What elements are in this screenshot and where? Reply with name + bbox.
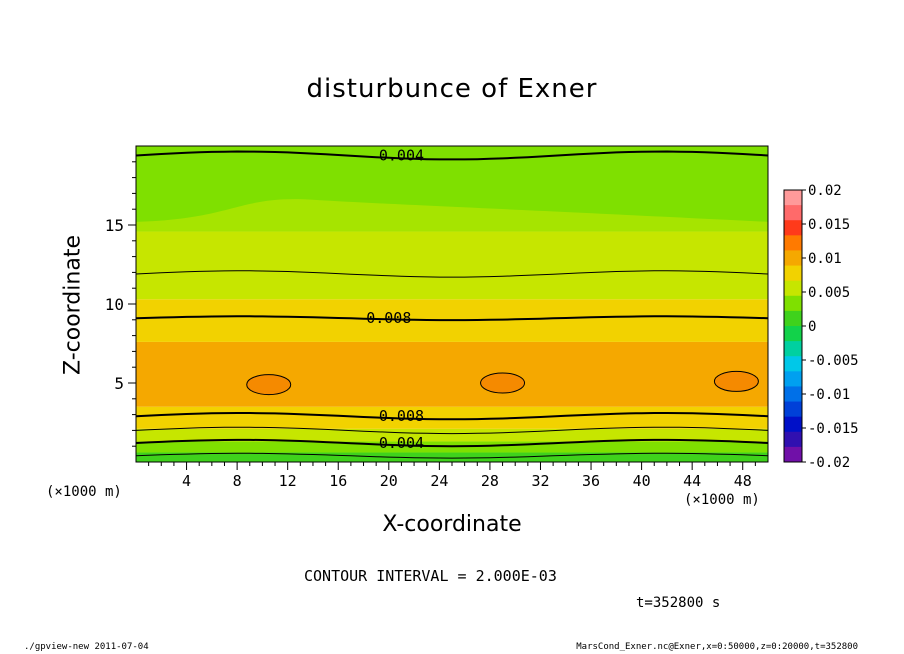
colorbar-tick-label: -0.02 xyxy=(808,455,850,471)
colorbar-tick-label: -0.01 xyxy=(808,387,850,403)
contour-line xyxy=(135,270,769,278)
colorbar-swatch xyxy=(784,401,802,418)
x-tick-label: 36 xyxy=(582,472,600,490)
x-tick-label: 44 xyxy=(683,472,701,490)
footer-right: MarsCond_Exner.nc@Exner,x=0:50000,z=0:20… xyxy=(576,642,858,652)
contour-label: 0.008 xyxy=(366,309,411,327)
contour-cell xyxy=(480,372,526,394)
contour-line xyxy=(135,426,769,435)
colorbar-tick-label: 0.015 xyxy=(808,217,850,233)
x-tick-label: 12 xyxy=(279,472,297,490)
colorbar-swatch xyxy=(784,416,802,433)
contour-band xyxy=(136,406,768,429)
colorbar-swatch xyxy=(784,310,802,327)
contour-line xyxy=(135,452,769,459)
colorbar-swatch xyxy=(784,446,802,463)
x-axis-label: X-coordinate xyxy=(382,512,522,537)
contour-band xyxy=(136,199,768,232)
contour-band xyxy=(136,452,768,462)
colorbar-swatch xyxy=(784,371,802,387)
y-tick-label: 15 xyxy=(105,216,124,235)
colorbar-swatch xyxy=(784,265,802,282)
contour-line xyxy=(135,315,769,322)
colorbar-swatch xyxy=(784,326,802,342)
contour-label: 0.004 xyxy=(379,434,424,452)
contour-band xyxy=(136,428,768,442)
contour-band xyxy=(136,231,768,300)
contour-label: 0.008 xyxy=(379,407,424,425)
contour-line xyxy=(135,438,769,448)
colorbar-swatch xyxy=(784,220,802,236)
colorbar-swatch xyxy=(784,431,802,448)
colorbar-swatch xyxy=(784,190,802,206)
colorbar-tick-label: 0 xyxy=(808,319,816,335)
footer-left: ./gpview-new 2011-07-04 xyxy=(24,642,149,652)
colorbar-swatch xyxy=(784,341,802,357)
contour-interval-note: CONTOUR INTERVAL = 2.000E-03 xyxy=(304,567,557,585)
x-tick-label: 20 xyxy=(380,472,398,490)
x-tick-label: 48 xyxy=(734,472,752,490)
contour-band xyxy=(136,341,768,407)
x-tick-label: 40 xyxy=(633,472,651,490)
colorbar-swatch xyxy=(784,235,802,251)
colorbar-swatch xyxy=(784,295,802,312)
colorbar-swatch xyxy=(784,356,802,372)
colorbar-tick-label: 0.02 xyxy=(808,183,842,199)
time-note: t=352800 s xyxy=(636,595,721,611)
x-tick-label: 4 xyxy=(182,472,191,490)
colorbar-swatch xyxy=(784,280,802,297)
x-tick-label: 28 xyxy=(481,472,499,490)
colorbar-tick-label: 0.01 xyxy=(808,251,842,267)
x-tick-label: 32 xyxy=(531,472,549,490)
contour-cell xyxy=(713,370,759,392)
x-tick-label: 8 xyxy=(233,472,242,490)
y-tick-label: 10 xyxy=(105,295,124,314)
y-unit-label: (×1000 m) xyxy=(46,484,122,500)
colorbar-tick-label: 0.005 xyxy=(808,285,850,301)
contour-line xyxy=(135,412,769,421)
x-tick-label: 16 xyxy=(329,472,347,490)
colorbar-swatch xyxy=(784,386,802,403)
colorbar-tick-label: -0.005 xyxy=(808,353,859,369)
contour-cell xyxy=(246,374,292,396)
colorbar-swatch xyxy=(784,250,802,267)
contour-line xyxy=(135,150,769,161)
y-tick-label: 5 xyxy=(114,374,124,393)
x-tick-label: 24 xyxy=(430,472,448,490)
contour-label: 0.004 xyxy=(379,146,424,164)
colorbar-swatch xyxy=(784,205,802,221)
x-unit-label: (×1000 m) xyxy=(684,492,760,508)
chart-title: disturbunce of Exner xyxy=(306,74,598,104)
colorbar-tick-label: -0.015 xyxy=(808,421,859,437)
